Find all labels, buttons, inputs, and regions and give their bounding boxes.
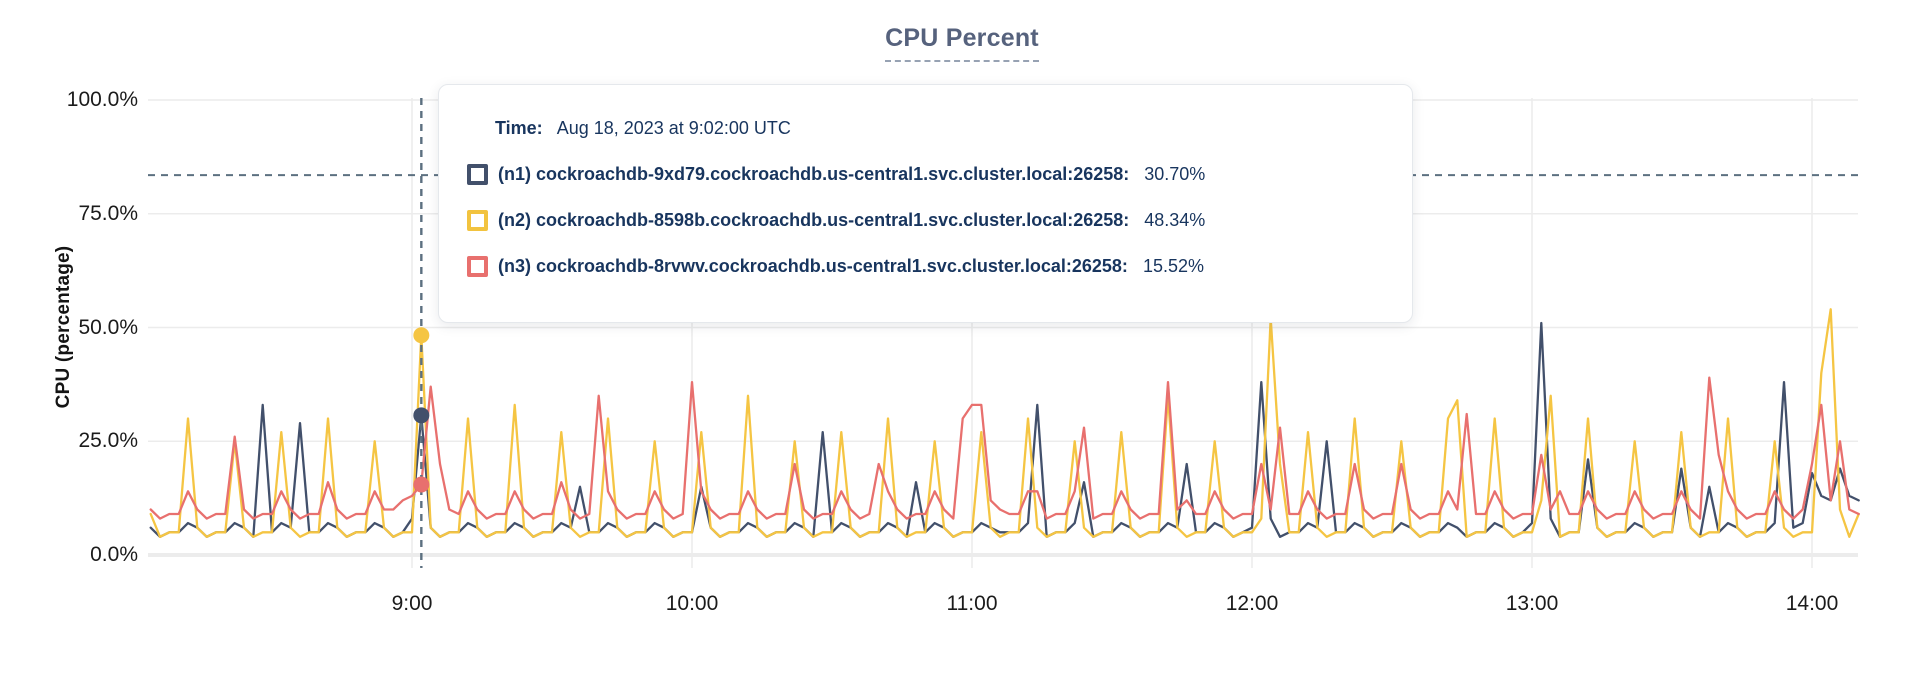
tooltip-time-row: Time: Aug 18, 2023 at 9:02:00 UTC [495, 118, 1384, 139]
series-n3-label: (n3) cockroachdb-8rvwv.cockroachdb.us-ce… [498, 256, 1128, 276]
y-tick-label-25: 25.0% [78, 429, 138, 453]
series-n1-swatch-icon [467, 164, 488, 185]
hover-dot-n1 [413, 407, 430, 424]
series-n1-value: 30.70% [1144, 164, 1206, 184]
series-n3-swatch-icon [467, 256, 488, 277]
series-n3-value: 15.52% [1142, 256, 1204, 276]
x-tick-label-9:00: 9:00 [391, 592, 433, 615]
series-n1-label: (n1) cockroachdb-9xd79.cockroachdb.us-ce… [498, 164, 1130, 184]
chart-title-wrap: CPU Percent [0, 24, 1924, 62]
series-line-n1 [149, 321, 1860, 538]
hover-tooltip: Time: Aug 18, 2023 at 9:02:00 UTC (n1) co… [438, 84, 1413, 323]
y-tick-label-75: 75.0% [78, 201, 138, 225]
y-tick-label-50: 50.0% [78, 315, 138, 339]
x-tick-label-11:00: 11:00 [946, 592, 998, 615]
tooltip-time-value: Aug 18, 2023 at 9:02:00 UTC [556, 118, 791, 138]
x-tick-label-10:00: 10:00 [665, 592, 719, 615]
series-n2-label: (n2) cockroachdb-8598b.cockroachdb.us-ce… [498, 210, 1130, 230]
series-n2-value: 48.34% [1144, 210, 1206, 230]
x-tick-label-12:00: 12:00 [1225, 592, 1279, 615]
chart-title: CPU Percent [885, 24, 1039, 62]
hover-dot-n2 [413, 327, 430, 344]
x-tick-label-13:00: 13:00 [1505, 592, 1559, 615]
series-n2-swatch-icon [467, 210, 488, 231]
tooltip-legend-row-n3: (n3) cockroachdb-8rvwv.cockroachdb.us-ce… [467, 256, 1384, 277]
tooltip-legend-row-n1: (n1) cockroachdb-9xd79.cockroachdb.us-ce… [467, 164, 1384, 185]
x-tick-label-14:00: 14:00 [1785, 592, 1839, 615]
y-tick-label-100: 100.0% [66, 88, 138, 111]
y-tick-label-0: 0.0% [90, 543, 138, 566]
hover-dot-n3 [413, 476, 430, 493]
series-line-n3 [149, 376, 1860, 520]
tooltip-legend-row-n2: (n2) cockroachdb-8598b.cockroachdb.us-ce… [467, 210, 1384, 231]
tooltip-time-label: Time: [495, 118, 543, 138]
series-line-n2 [149, 308, 1860, 538]
